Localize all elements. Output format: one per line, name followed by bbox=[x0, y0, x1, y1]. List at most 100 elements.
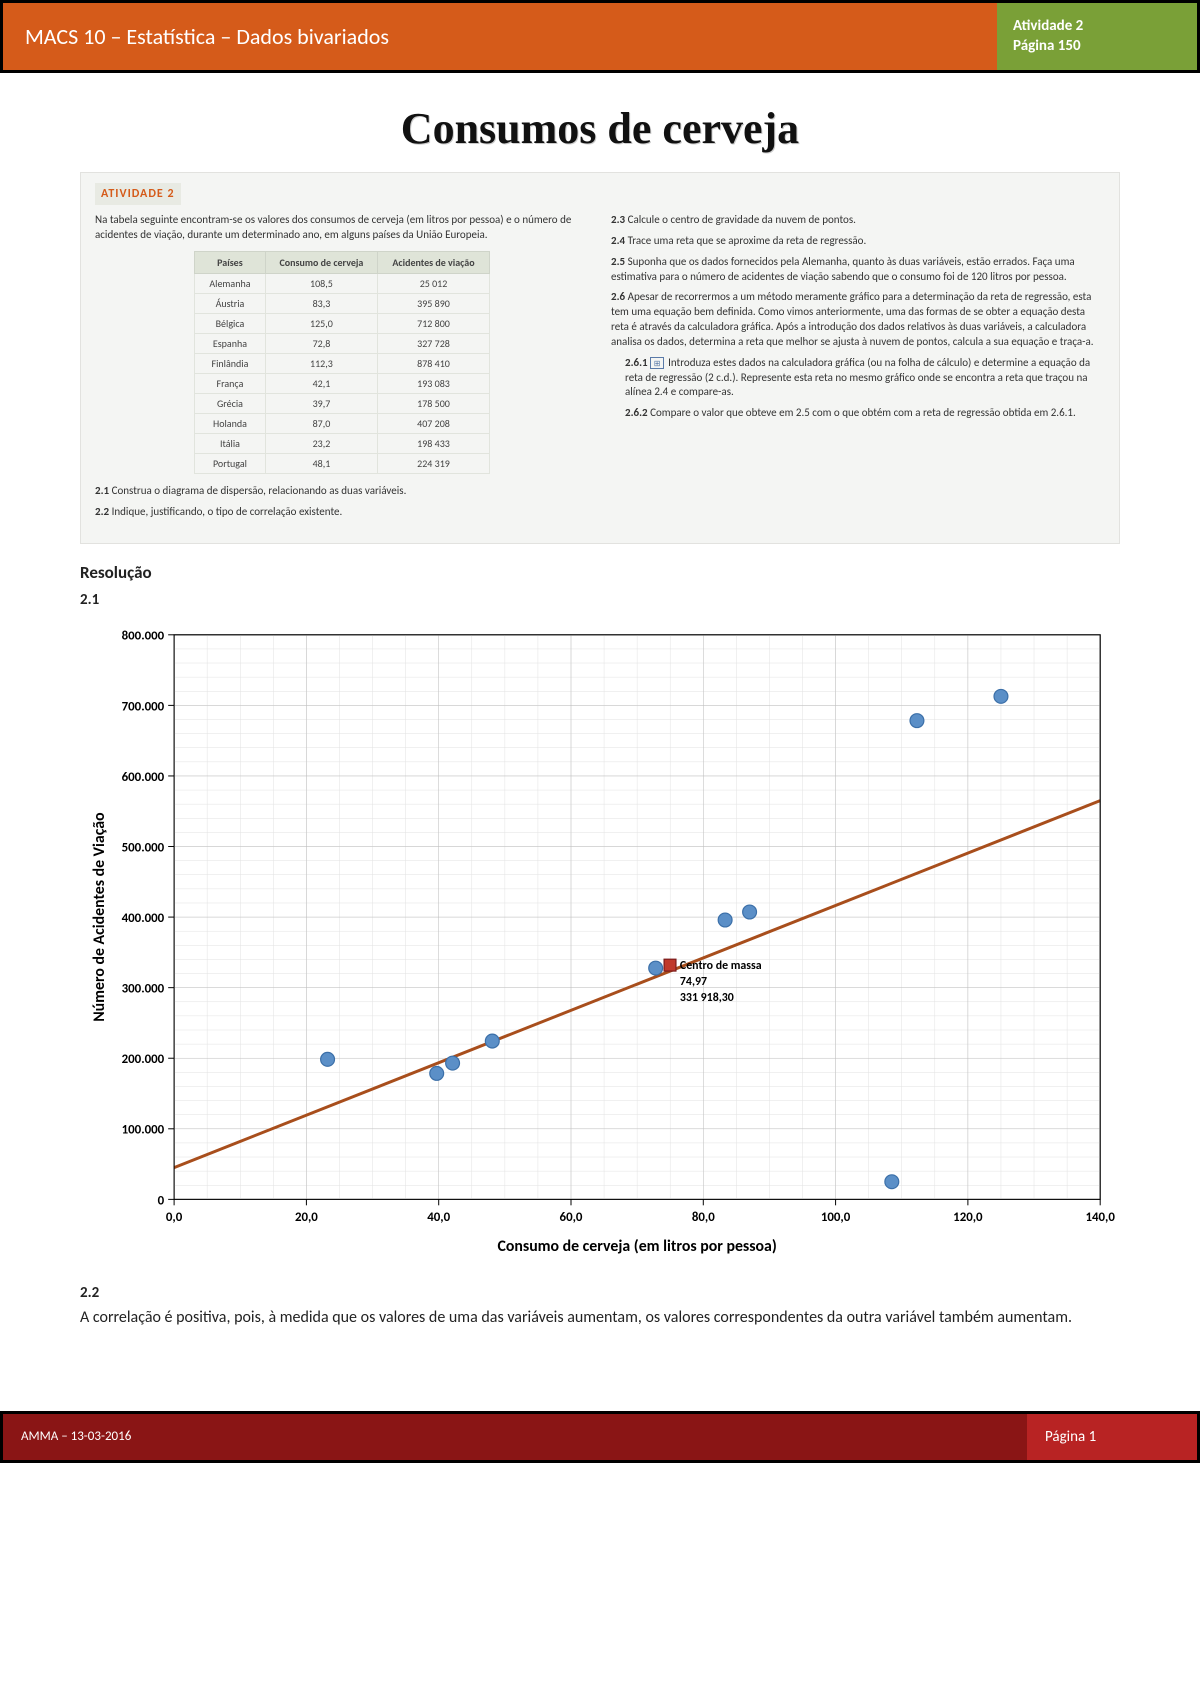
table-cell: Portugal bbox=[195, 453, 265, 473]
table-cell: Alemanha bbox=[195, 273, 265, 293]
table-cell: Bélgica bbox=[195, 313, 265, 333]
scatter-point bbox=[718, 913, 732, 927]
x-tick-label: 100,0 bbox=[821, 1211, 851, 1226]
table-cell: 407 208 bbox=[378, 413, 489, 433]
y-tick-label: 0 bbox=[158, 1194, 165, 1209]
activity-heading: ATIVIDADE 2 bbox=[95, 183, 181, 205]
footer-right: Página 1 bbox=[1027, 1414, 1197, 1460]
scatter-point bbox=[885, 1175, 899, 1189]
header-activity-line2: Página 150 bbox=[1013, 37, 1181, 57]
q23-text: Calcule o centro de gravidade da nuvem d… bbox=[628, 213, 856, 226]
y-tick-label: 100.000 bbox=[122, 1123, 165, 1138]
q26-text: Apesar de recorrermos a um método merame… bbox=[611, 290, 1094, 348]
scatter-point bbox=[321, 1053, 335, 1067]
table-cell: 112,3 bbox=[265, 353, 378, 373]
y-tick-label: 600.000 bbox=[122, 770, 165, 785]
table-cell: 224 319 bbox=[378, 453, 489, 473]
x-tick-label: 80,0 bbox=[692, 1211, 715, 1226]
activity-intro: Na tabela seguinte encontram-se os valor… bbox=[95, 213, 589, 243]
table-row: Alemanha108,525 012 bbox=[195, 273, 489, 293]
q26-label: 2.6 bbox=[611, 290, 625, 303]
q22-text: Indique, justificando, o tipo de correla… bbox=[112, 505, 343, 518]
y-tick-label: 700.000 bbox=[122, 700, 165, 715]
x-tick-label: 40,0 bbox=[427, 1211, 450, 1226]
x-tick-label: 60,0 bbox=[560, 1211, 583, 1226]
x-tick-label: 140,0 bbox=[1085, 1211, 1115, 1226]
x-tick-label: 120,0 bbox=[953, 1211, 983, 1226]
table-cell: 125,0 bbox=[265, 313, 378, 333]
table-header: Consumo de cerveja bbox=[265, 251, 378, 273]
calculator-icon: ⊞ bbox=[650, 357, 664, 369]
chart-container: Centro de massa 74,97 331 918,30 0,0 20,0 40,… bbox=[80, 615, 1120, 1274]
table-cell: Finlândia bbox=[195, 353, 265, 373]
resolution-section: Resolução 2.1 Centro de massa 74,97 331 91… bbox=[80, 562, 1120, 1331]
header-activity: Atividade 2 Página 150 bbox=[997, 3, 1197, 70]
q261-label: 2.6.1 bbox=[625, 356, 648, 369]
center-label-2: 74,97 bbox=[680, 975, 707, 989]
header-bar: MACS 10 – Estatística – Dados bivariados… bbox=[0, 0, 1200, 73]
table-cell: Itália bbox=[195, 433, 265, 453]
table-cell: 327 728 bbox=[378, 333, 489, 353]
table-cell: 48,1 bbox=[265, 453, 378, 473]
footer-bar: AMMA – 13-03-2016 Página 1 bbox=[0, 1411, 1200, 1463]
table-cell: 108,5 bbox=[265, 273, 378, 293]
q262-label: 2.6.2 bbox=[625, 406, 648, 419]
q24-label: 2.4 bbox=[611, 234, 625, 247]
q23-label: 2.3 bbox=[611, 213, 625, 226]
resolution-s21: 2.1 bbox=[80, 591, 1120, 609]
q261-text: Introduza estes dados na calculadora grá… bbox=[625, 356, 1090, 399]
table-row: França42,1193 083 bbox=[195, 373, 489, 393]
q21-label: 2.1 bbox=[95, 484, 109, 497]
table-header: Países bbox=[195, 251, 265, 273]
table-cell: 395 890 bbox=[378, 293, 489, 313]
table-row: Bélgica125,0712 800 bbox=[195, 313, 489, 333]
q21-text: Construa o diagrama de dispersão, relaci… bbox=[112, 484, 407, 497]
activity-col-left: Na tabela seguinte encontram-se os valor… bbox=[95, 213, 589, 525]
table-cell: Áustria bbox=[195, 293, 265, 313]
y-tick-label: 400.000 bbox=[122, 911, 165, 926]
y-tick-label: 800.000 bbox=[122, 629, 165, 644]
y-axis-title: Número de Acidentes de Viação bbox=[90, 812, 109, 1022]
table-cell: 25 012 bbox=[378, 273, 489, 293]
table-cell: Holanda bbox=[195, 413, 265, 433]
scatter-point bbox=[649, 962, 663, 976]
table-cell: 198 433 bbox=[378, 433, 489, 453]
table-cell: 72,8 bbox=[265, 333, 378, 353]
scatter-point bbox=[485, 1035, 499, 1049]
table-row: Itália23,2198 433 bbox=[195, 433, 489, 453]
x-tick-label: 0,0 bbox=[166, 1211, 183, 1226]
x-tick-label: 20,0 bbox=[295, 1211, 318, 1226]
center-of-mass-point bbox=[664, 960, 676, 972]
table-cell: 83,3 bbox=[265, 293, 378, 313]
table-row: Espanha72,8327 728 bbox=[195, 333, 489, 353]
x-axis-title: Consumo de cerveja (em litros por pessoa… bbox=[497, 1237, 776, 1256]
activity-col-right: 2.3 Calcule o centro de gravidade da nuv… bbox=[611, 213, 1105, 525]
scatter-point bbox=[910, 714, 924, 728]
table-cell: Grécia bbox=[195, 393, 265, 413]
q25-label: 2.5 bbox=[611, 255, 625, 268]
scatter-point bbox=[743, 905, 757, 919]
center-label-3: 331 918,30 bbox=[680, 991, 734, 1005]
table-cell: 23,2 bbox=[265, 433, 378, 453]
table-cell: França bbox=[195, 373, 265, 393]
y-tick-label: 500.000 bbox=[122, 841, 165, 856]
table-row: Grécia39,7178 500 bbox=[195, 393, 489, 413]
center-label-1: Centro de massa bbox=[680, 959, 762, 973]
table-cell: 87,0 bbox=[265, 413, 378, 433]
scatter-point bbox=[446, 1057, 460, 1071]
y-tick-label: 200.000 bbox=[122, 1053, 165, 1068]
table-cell: Espanha bbox=[195, 333, 265, 353]
table-cell: 39,7 bbox=[265, 393, 378, 413]
scatter-point bbox=[994, 690, 1008, 704]
footer-left: AMMA – 13-03-2016 bbox=[3, 1414, 1027, 1460]
resolution-heading: Resolução bbox=[80, 562, 1120, 583]
table-cell: 193 083 bbox=[378, 373, 489, 393]
scatter-chart: Centro de massa 74,97 331 918,30 0,0 20,0 40,… bbox=[80, 615, 1120, 1269]
answer-22: A correlação é positiva, pois, à medida … bbox=[80, 1306, 1120, 1331]
resolution-s22: 2.2 bbox=[80, 1284, 1120, 1302]
activity-box: ATIVIDADE 2 Na tabela seguinte encontram… bbox=[80, 172, 1120, 544]
q22-label: 2.2 bbox=[95, 505, 109, 518]
data-table: PaísesConsumo de cervejaAcidentes de via… bbox=[194, 251, 489, 474]
table-cell: 878 410 bbox=[378, 353, 489, 373]
table-header: Acidentes de viação bbox=[378, 251, 489, 273]
